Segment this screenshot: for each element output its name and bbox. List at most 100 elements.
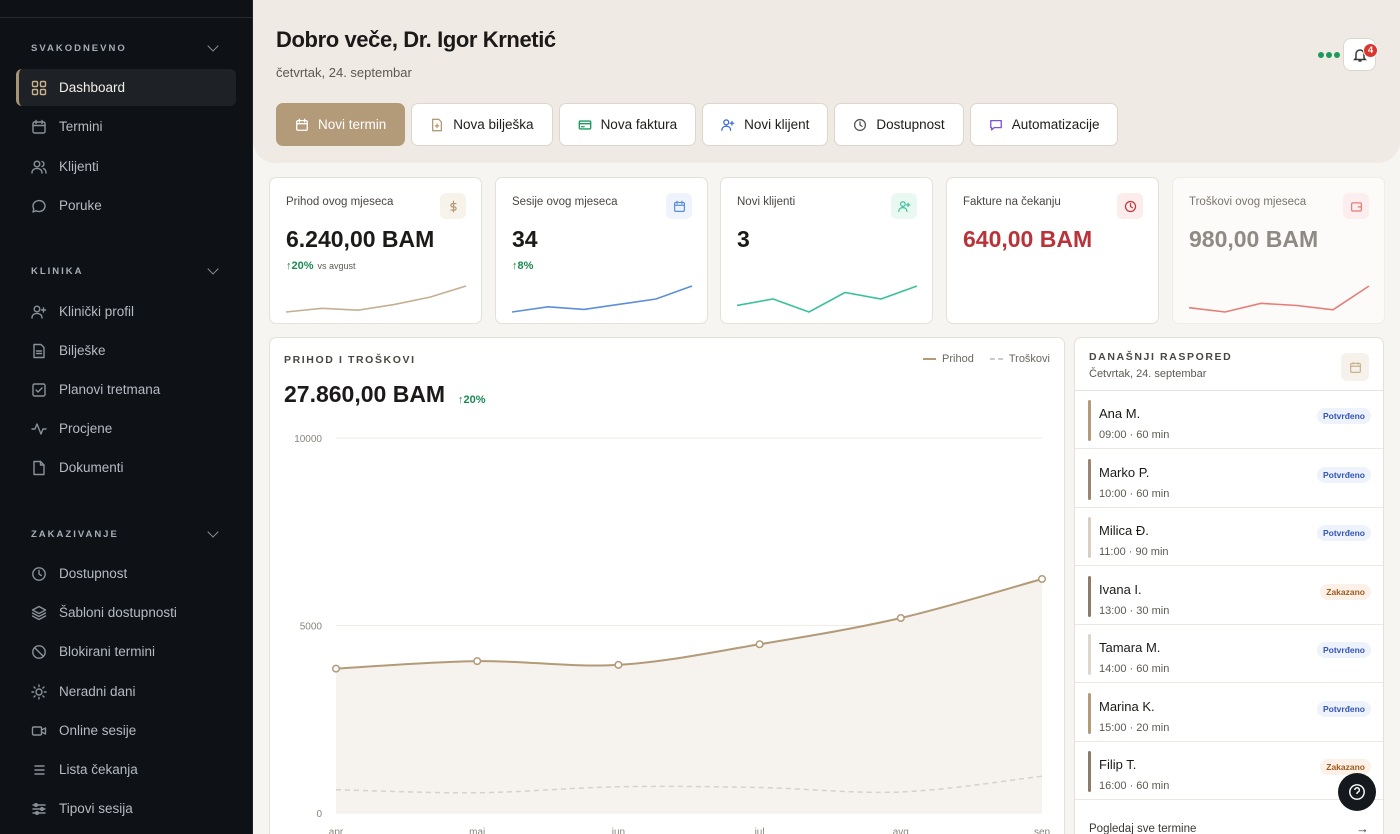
dollar-icon	[440, 193, 466, 219]
sidebar-item-termini[interactable]: Termini	[16, 108, 236, 145]
stat-card-revenue[interactable]: Prihod ovog mjeseca 6.240,00 BAM ↑20% vs …	[269, 177, 482, 324]
sidebar-item-label: Šabloni dostupnosti	[59, 605, 177, 620]
stat-card-new-clients[interactable]: Novi klijenti 3	[720, 177, 933, 324]
sidebar-item-klijenti[interactable]: Klijenti	[16, 148, 236, 185]
notification-count-badge: 4	[1363, 43, 1378, 58]
calendar-icon[interactable]	[1341, 353, 1369, 381]
sidebar-item-dashboard[interactable]: Dashboard	[16, 69, 236, 106]
appointment-client-name: Ivana I.	[1099, 581, 1142, 597]
legend-income[interactable]: Prihod	[923, 353, 974, 365]
stat-value: 34	[512, 226, 538, 252]
section-zakazivanje[interactable]: ZAKAZIVANJE	[31, 526, 221, 542]
sidebar-item-label: Termini	[59, 119, 103, 134]
user-plus-icon	[31, 304, 47, 320]
schedule-title: DANAŠNJI RASPORED	[1089, 351, 1233, 363]
stat-trend: ↑8%	[512, 260, 533, 272]
list-icon	[31, 762, 47, 778]
x-tick-label: jul	[754, 827, 765, 834]
availability-button[interactable]: Dostupnost	[834, 103, 964, 146]
sidebar-divider	[0, 17, 253, 18]
bell-icon	[1352, 48, 1367, 62]
button-label: Novi klijent	[744, 117, 810, 132]
sidebar-item-procjene[interactable]: Procjene	[16, 410, 236, 447]
arrow-right-icon[interactable]: →	[1356, 821, 1369, 834]
appointment-color-bar	[1088, 634, 1091, 675]
calendar-icon	[31, 119, 47, 135]
sidebar-item-lista-cekanja[interactable]: Lista čekanja	[16, 751, 236, 788]
note-plus-icon	[432, 118, 443, 131]
sparkline-path	[286, 285, 467, 313]
calendar-icon	[296, 118, 308, 131]
sidebar-item-biljeske[interactable]: Bilješke	[16, 332, 236, 369]
sidebar-item-label: Lista čekanja	[59, 762, 138, 777]
income-point[interactable]	[755, 640, 764, 649]
section-svakodnevno[interactable]: SVAKODNEVNO	[31, 40, 221, 56]
sidebar-item-sabloni-dostupnosti[interactable]: Šabloni dostupnosti	[16, 594, 236, 631]
notifications-button[interactable]: 4	[1343, 38, 1378, 71]
appointment-time: 15:00 · 20 min	[1099, 721, 1170, 734]
appointment-status-badge: Zakazano	[1320, 583, 1371, 600]
appointment-item[interactable]: Marina K. 15:00 · 20 min Potvrđeno	[1075, 684, 1383, 742]
stat-trend: ↑20% vs avgust	[286, 260, 356, 272]
new-client-button[interactable]: Novi klijent	[702, 103, 829, 146]
sparkline	[737, 285, 918, 313]
help-button[interactable]	[1338, 773, 1376, 811]
stat-card-expenses[interactable]: Troškovi ovog mjeseca 980,00 BAM	[1172, 177, 1385, 324]
view-all-appointments-link[interactable]: Pogledaj sve termine	[1089, 823, 1197, 834]
schedule-date: Četvrtak, 24. septembar	[1089, 368, 1207, 380]
sidebar-item-online-sesije[interactable]: Online sesije	[16, 712, 236, 749]
sidebar-item-poruke[interactable]: Poruke	[16, 187, 236, 224]
sidebar-item-dostupnost[interactable]: Dostupnost	[16, 555, 236, 592]
appointment-item[interactable]: Tamara M. 14:00 · 60 min Potvrđeno	[1075, 625, 1383, 683]
legend-expense[interactable]: Troškovi	[989, 353, 1050, 365]
appointment-time: 13:00 · 30 min	[1099, 604, 1170, 617]
current-date: četvrtak, 24. septembar	[276, 65, 412, 80]
appointment-client-name: Tamara M.	[1099, 640, 1161, 655]
sidebar-item-label: Online sesije	[59, 723, 137, 738]
note-icon	[31, 343, 47, 359]
new-invoice-button[interactable]: Nova faktura	[558, 103, 697, 146]
x-tick-label: sep	[1034, 827, 1051, 834]
appointment-client-name: Marina K.	[1099, 698, 1155, 714]
stat-card-pending-invoices[interactable]: Fakture na čekanju 640,00 BAM	[946, 177, 1159, 324]
income-point[interactable]	[1037, 574, 1047, 584]
sliders-icon	[31, 801, 47, 817]
stat-card-sessions[interactable]: Sesije ovog mjeseca 34 ↑8%	[495, 177, 708, 324]
new-note-button[interactable]: Nova bilješka	[411, 103, 553, 146]
sidebar-item-tipovi-sesija[interactable]: Tipovi sesija	[16, 790, 236, 827]
section-klinika[interactable]: KLINIKA	[31, 263, 221, 279]
appointment-item[interactable]: Filip T. 16:00 · 60 min Zakazano	[1075, 742, 1383, 800]
appointment-status-badge: Potvrđeno	[1316, 466, 1371, 483]
income-point[interactable]	[614, 660, 623, 669]
sidebar-item-neradni-dani[interactable]: Neradni dani	[16, 673, 236, 710]
line-chart[interactable]: 10000 5000 0 apr maj jun jul avg sep	[270, 418, 1066, 834]
sidebar-item-label: Procjene	[59, 421, 113, 436]
sidebar-item-blokirani-termini[interactable]: Blokirani termini	[16, 633, 236, 670]
checklist-icon	[31, 382, 47, 398]
y-tick-label: 10000	[294, 434, 322, 445]
appointment-status-badge: Zakazano	[1320, 759, 1371, 775]
sidebar-item-label: Klijenti	[59, 159, 99, 174]
sidebar-item-dokumenti[interactable]: Dokumenti	[16, 449, 236, 486]
income-point[interactable]	[473, 657, 482, 666]
y-tick-label: 5000	[300, 622, 323, 633]
appointment-item[interactable]: Ivana I. 13:00 · 30 min Zakazano	[1075, 567, 1383, 625]
automations-button[interactable]: Automatizacije	[969, 103, 1119, 146]
sidebar-item-planovi-tretmana[interactable]: Planovi tretmana	[16, 371, 236, 408]
stat-value: 980,00 BAM	[1189, 226, 1319, 252]
appointment-time: 14:00 · 60 min	[1099, 663, 1170, 675]
chevron-down-icon	[207, 40, 219, 52]
appointment-item[interactable]: Ana M. 09:00 · 60 min Potvrđeno	[1075, 391, 1383, 449]
income-point[interactable]	[896, 613, 905, 623]
legend-label: Troškovi	[1008, 353, 1050, 365]
sidebar-item-label: Klinički profil	[59, 304, 135, 319]
appointment-item[interactable]: Milica Đ. 11:00 · 90 min Potvrđeno	[1075, 508, 1383, 566]
calendar-icon	[666, 193, 692, 219]
appointment-color-bar	[1088, 692, 1091, 734]
appointment-item[interactable]: Marko P. 10:00 · 60 min Potvrđeno	[1075, 450, 1383, 508]
income-point[interactable]	[331, 664, 341, 673]
sidebar-item-label: Dashboard	[59, 80, 126, 95]
sidebar-item-klinicki-profil[interactable]: Klinički profil	[16, 293, 236, 330]
sparkline	[286, 285, 467, 313]
new-appointment-button[interactable]: Novi termin	[276, 103, 406, 146]
